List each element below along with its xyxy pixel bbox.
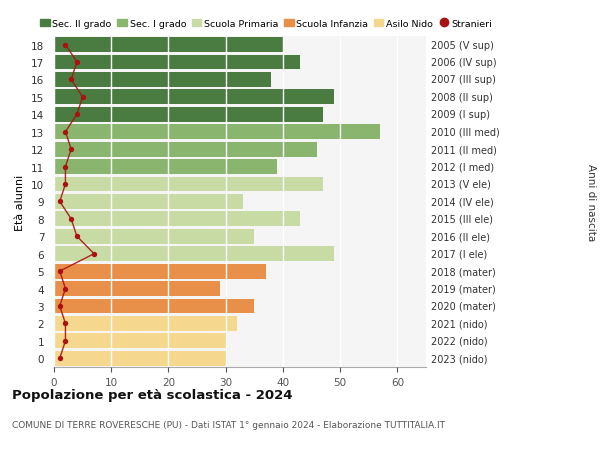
Text: 2020 (mater): 2020 (mater) <box>431 301 496 311</box>
Bar <box>54 247 334 262</box>
Text: 2009 (I sup): 2009 (I sup) <box>431 110 490 120</box>
Bar <box>54 90 334 105</box>
Text: Popolazione per età scolastica - 2024: Popolazione per età scolastica - 2024 <box>12 388 293 401</box>
Bar <box>54 230 254 244</box>
Point <box>89 251 99 258</box>
Bar <box>54 107 323 123</box>
Point <box>55 268 65 275</box>
Bar <box>54 264 266 279</box>
Text: 2017 (I ele): 2017 (I ele) <box>431 249 488 259</box>
Text: 2012 (I med): 2012 (I med) <box>431 162 494 172</box>
Text: 2018 (mater): 2018 (mater) <box>431 267 496 276</box>
Point <box>78 94 88 101</box>
Point <box>72 112 82 119</box>
Bar <box>54 160 277 174</box>
Bar <box>54 334 226 348</box>
Point <box>67 77 76 84</box>
Point <box>55 355 65 362</box>
Point <box>72 233 82 241</box>
Text: 2015 (III ele): 2015 (III ele) <box>431 214 493 224</box>
Bar <box>54 38 283 53</box>
Bar <box>54 73 271 88</box>
Text: COMUNE DI TERRE ROVERESCHE (PU) - Dati ISTAT 1° gennaio 2024 - Elaborazione TUTT: COMUNE DI TERRE ROVERESCHE (PU) - Dati I… <box>12 420 445 429</box>
Point <box>55 198 65 206</box>
Point <box>61 42 70 49</box>
Text: 2019 (mater): 2019 (mater) <box>431 284 496 294</box>
Bar <box>54 351 226 366</box>
Text: 2008 (II sup): 2008 (II sup) <box>431 93 493 103</box>
Text: 2022 (nido): 2022 (nido) <box>431 336 488 346</box>
Text: Anni di nascita: Anni di nascita <box>586 163 596 241</box>
Text: 2011 (II med): 2011 (II med) <box>431 145 497 155</box>
Bar <box>54 195 243 209</box>
Point <box>67 146 76 153</box>
Point <box>61 181 70 188</box>
Text: 2007 (III sup): 2007 (III sup) <box>431 75 496 85</box>
Point <box>61 337 70 345</box>
Point <box>55 302 65 310</box>
Bar <box>54 142 317 157</box>
Point <box>61 129 70 136</box>
Text: 2005 (V sup): 2005 (V sup) <box>431 40 494 50</box>
Bar <box>54 212 300 227</box>
Point <box>72 59 82 67</box>
Text: 2021 (nido): 2021 (nido) <box>431 319 488 329</box>
Point <box>67 216 76 223</box>
Text: 2013 (V ele): 2013 (V ele) <box>431 179 491 190</box>
Point <box>61 163 70 171</box>
Bar <box>54 177 323 192</box>
Text: 2014 (IV ele): 2014 (IV ele) <box>431 197 494 207</box>
Text: 2016 (II ele): 2016 (II ele) <box>431 232 490 242</box>
Text: 2010 (III med): 2010 (III med) <box>431 128 500 137</box>
Bar <box>54 125 380 140</box>
Bar <box>54 56 300 70</box>
Bar <box>54 281 220 297</box>
Point <box>61 285 70 292</box>
Bar <box>54 299 254 313</box>
Y-axis label: Età alunni: Età alunni <box>16 174 25 230</box>
Point <box>61 320 70 327</box>
Bar <box>54 316 237 331</box>
Text: 2023 (nido): 2023 (nido) <box>431 353 488 364</box>
Legend: Sec. II grado, Sec. I grado, Scuola Primaria, Scuola Infanzia, Asilo Nido, Stran: Sec. II grado, Sec. I grado, Scuola Prim… <box>40 20 492 29</box>
Text: 2006 (IV sup): 2006 (IV sup) <box>431 58 497 68</box>
